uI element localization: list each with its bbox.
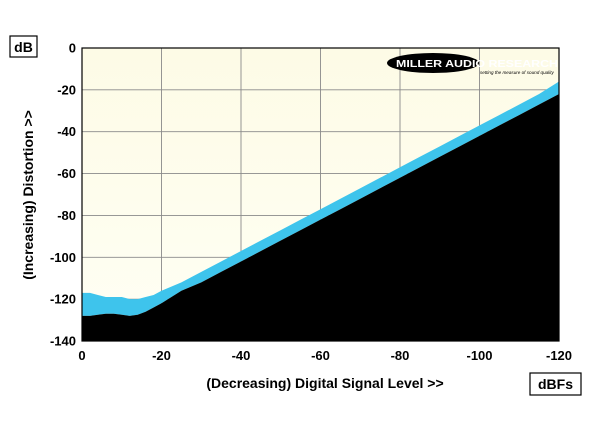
y-tick-label: -120	[50, 292, 76, 307]
y-axis-title: (Increasing) Distortion >>	[20, 110, 36, 280]
x-unit-label: dBFs	[538, 376, 573, 392]
logo-name: MILLER AUDIO RESEARCH	[396, 58, 558, 70]
x-tick-label: 0	[78, 348, 85, 363]
x-axis-title: (Decreasing) Digital Signal Level >>	[206, 375, 443, 391]
y-tick-label: 0	[69, 41, 76, 56]
logo-tagline: setting the measure of sound quality	[480, 70, 555, 75]
y-tick-label: -20	[57, 82, 76, 97]
noise-floor-area	[82, 94, 559, 341]
y-unit-label: dB	[14, 39, 33, 55]
y-tick-label: -40	[57, 124, 76, 139]
logo-oval	[387, 53, 479, 73]
y-tick-label: -60	[57, 166, 76, 181]
y-tick-label: -100	[50, 250, 76, 265]
logo: MILLER AUDIO RESEARCH setting the measur…	[387, 53, 558, 75]
x-tick-label: -120	[546, 348, 572, 363]
y-tick-label: -140	[50, 334, 76, 349]
x-tick-label: -80	[391, 348, 410, 363]
x-tick-label: -60	[311, 348, 330, 363]
x-tick-label: -40	[232, 348, 251, 363]
y-unit-box	[9, 35, 38, 58]
x-tick-labels: 0 -20 -40 -60 -80 -100 -120	[78, 348, 572, 363]
y-tick-labels: 0 -20 -40 -60 -80 -100 -120 -140	[50, 41, 76, 349]
y-tick-label: -80	[57, 208, 76, 223]
plot-border	[81, 47, 560, 342]
x-tick-label: -100	[466, 348, 492, 363]
x-unit-box	[529, 372, 582, 396]
x-tick-label: -20	[152, 348, 171, 363]
